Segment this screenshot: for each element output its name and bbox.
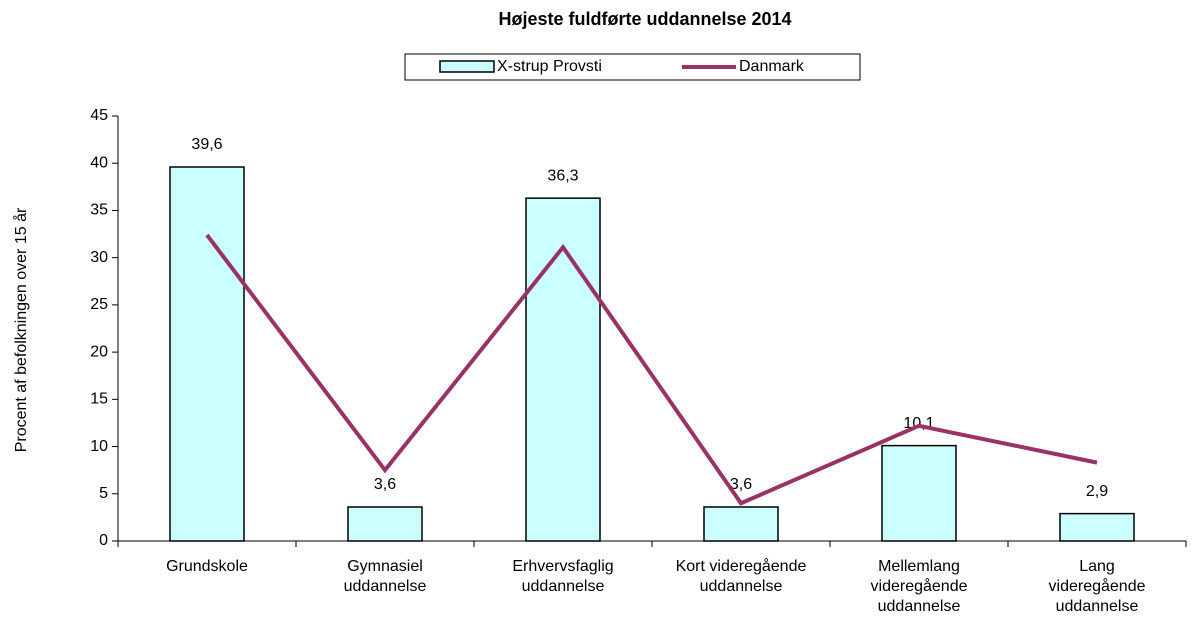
value-label: 3,6 <box>374 476 396 493</box>
value-label: 39,6 <box>191 136 222 153</box>
y-tick-label: 0 <box>99 532 108 549</box>
y-tick-label: 35 <box>90 202 108 219</box>
y-tick-label: 30 <box>90 249 108 266</box>
y-tick-label: 15 <box>90 391 108 408</box>
y-tick-label: 40 <box>90 154 108 171</box>
bar <box>347 506 423 542</box>
y-axis-label: Procent af befolkningen over 15 år <box>12 207 30 452</box>
legend-swatch <box>439 60 495 73</box>
bar <box>169 166 245 542</box>
y-tick-label: 10 <box>90 438 108 455</box>
x-tick-label: Lang videregående uddannelse <box>1048 558 1146 615</box>
y-tick-label: 20 <box>90 343 108 360</box>
value-label: 36,3 <box>547 167 578 184</box>
x-tick-label: Grundskole <box>166 558 248 575</box>
legend-label: X-strup Provsti <box>497 58 602 75</box>
value-label: 3,6 <box>730 476 752 493</box>
bar <box>1059 512 1135 542</box>
bar <box>703 506 779 542</box>
bar <box>525 197 601 542</box>
value-label: 2,9 <box>1086 483 1108 500</box>
y-tick-label: 45 <box>90 107 108 124</box>
x-tick-label: Gymnasiel uddannelse <box>343 558 427 595</box>
line <box>205 233 1098 506</box>
chart-title: Højeste fuldførte uddannelse 2014 <box>498 9 791 29</box>
x-tick-label: Erhvervsfaglig uddannelse <box>512 558 614 595</box>
y-tick-label: 5 <box>99 485 108 502</box>
x-tick-label: Mellemlang videregående uddannelse <box>870 558 968 615</box>
y-tick-label: 25 <box>90 296 108 313</box>
legend-label: Danmark <box>739 58 805 75</box>
bar <box>881 444 957 542</box>
x-tick-label: Kort videregående uddannelse <box>675 558 807 595</box>
